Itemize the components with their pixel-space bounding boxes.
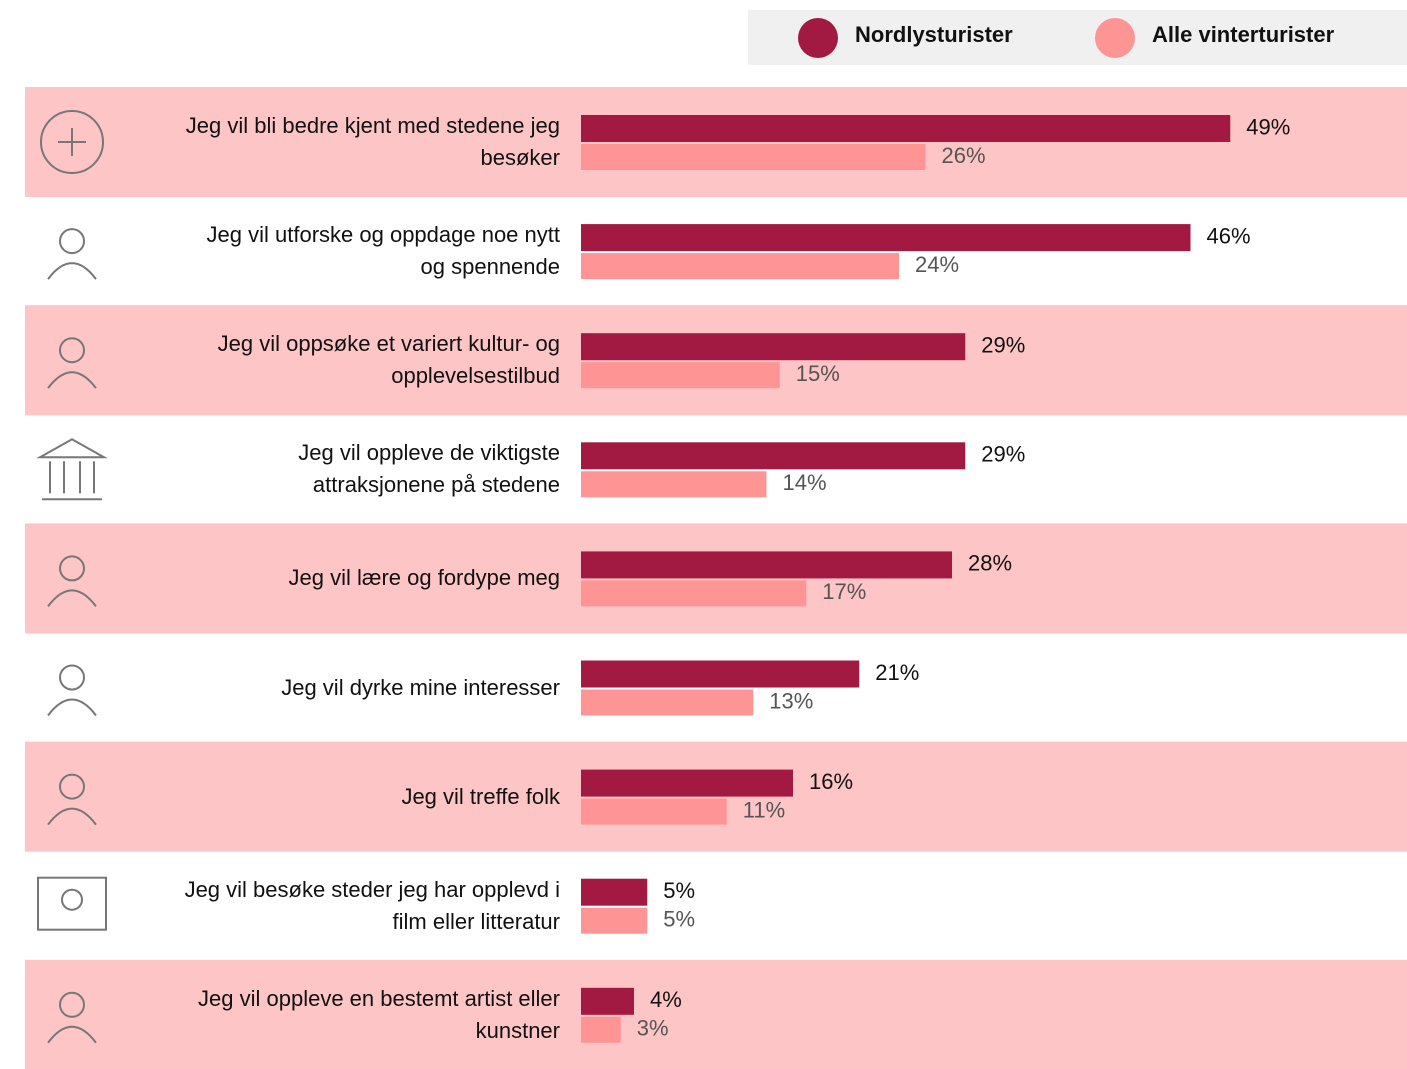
value-label: 29%: [981, 442, 1025, 467]
value-label: 3%: [637, 1016, 669, 1041]
legend-label: Alle vinterturister: [1152, 22, 1335, 47]
value-label: 15%: [796, 361, 840, 386]
row-band: [25, 959, 1407, 1069]
legend-box: [748, 10, 1407, 65]
bar: [581, 442, 966, 470]
icon: [47, 664, 97, 717]
value-label: 11%: [743, 797, 785, 822]
icon-part: [47, 807, 97, 826]
category-label: Jeg vil besøke steder jeg har opplevd i …: [184, 876, 560, 934]
row-band: [25, 523, 1407, 634]
bar: [581, 471, 767, 498]
category-label: Jeg vil lære og fordype meg: [288, 565, 560, 591]
value-label: 46%: [1207, 223, 1251, 248]
value-label: 28%: [968, 551, 1012, 576]
category-label: Jeg vil oppsøke et variert kultur- og op…: [217, 331, 560, 389]
icon-part: [47, 262, 97, 280]
value-label: 26%: [942, 143, 986, 168]
value-label: 5%: [663, 907, 695, 932]
icon: [47, 773, 97, 826]
bar: [581, 144, 926, 170]
category-label: Jeg vil bli bedre kjent med stedene jeg …: [185, 113, 560, 170]
icon: [40, 110, 104, 174]
bar: [581, 769, 793, 797]
icon-part: [40, 110, 104, 174]
icon-part: [59, 773, 85, 800]
category-label: Jeg vil treffe folk: [401, 783, 560, 809]
icon: [47, 991, 97, 1044]
legend-swatch: [1095, 18, 1135, 58]
value-label: 17%: [822, 579, 866, 604]
icon-part: [36, 438, 108, 501]
row-band: [25, 741, 1407, 852]
bar: [581, 115, 1231, 142]
bar: [581, 987, 634, 1015]
value-label: 21%: [875, 660, 919, 685]
icon-part: [59, 991, 85, 1018]
row-band: [25, 87, 1407, 198]
icon-part: [47, 698, 97, 717]
value-label: 29%: [981, 333, 1025, 358]
icon-part: [47, 1025, 97, 1044]
value-label: 13%: [769, 688, 813, 713]
icon: [47, 228, 97, 280]
category-label: Jeg vil dyrke mine interesser: [281, 674, 560, 700]
value-label: 16%: [809, 769, 853, 794]
row-band: [25, 305, 1407, 416]
icon: [47, 555, 97, 608]
icon-part: [58, 128, 86, 156]
value-label: 14%: [783, 470, 827, 495]
value-label: 24%: [915, 252, 959, 277]
icon-part: [37, 876, 107, 931]
bar: [581, 689, 754, 716]
bar: [581, 362, 780, 389]
category-label: Jeg vil oppleve en bestemt artist eller …: [198, 985, 560, 1043]
bar: [581, 878, 648, 906]
value-label: 4%: [650, 987, 682, 1012]
category-label: Jeg vil utforske og oppdage noe nytt og …: [206, 222, 560, 280]
icon: [47, 337, 97, 389]
legend-label: Nordlysturister: [855, 22, 1013, 47]
bar: [581, 224, 1191, 252]
bar: [581, 907, 648, 934]
legend-swatch: [798, 18, 838, 58]
icon-part: [59, 228, 85, 255]
icon-part: [59, 664, 85, 691]
category-label: Jeg vil oppleve de viktigste attraksjone…: [298, 440, 560, 498]
icon: [36, 438, 108, 501]
icon-part: [61, 888, 83, 911]
icon-part: [47, 371, 97, 389]
bar: [581, 660, 860, 688]
icon-part: [59, 555, 85, 582]
bar: [581, 551, 952, 579]
icon: [37, 876, 107, 931]
bar: [581, 1016, 621, 1043]
icon-part: [47, 589, 97, 608]
bar: [581, 580, 807, 607]
value-label: 49%: [1246, 114, 1290, 139]
value-label: 5%: [663, 878, 695, 903]
bar: [581, 333, 966, 361]
bar: [581, 798, 727, 825]
icon-part: [59, 337, 85, 364]
bar: [581, 253, 899, 280]
